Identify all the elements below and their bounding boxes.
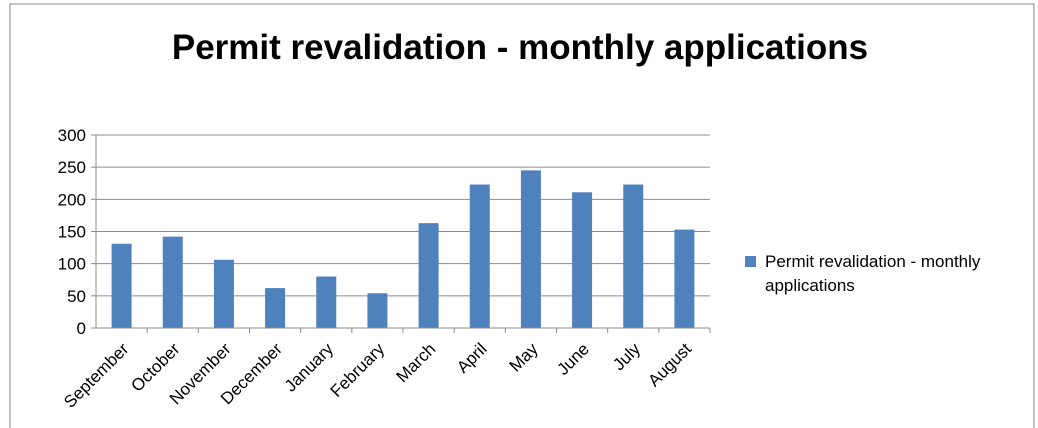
legend-swatch — [745, 256, 756, 267]
bar — [265, 288, 286, 328]
x-tick-label: March — [393, 339, 440, 386]
chart-border — [9, 3, 1035, 428]
x-tick-label: September — [60, 339, 132, 411]
x-tick-label: July — [609, 339, 644, 374]
bar — [674, 229, 695, 328]
x-tick-label: June — [553, 339, 593, 379]
bar — [520, 170, 541, 328]
y-tick-label: 250 — [58, 158, 86, 177]
bar — [572, 192, 593, 328]
bar — [111, 243, 132, 328]
bar — [623, 184, 644, 328]
x-tick-label: April — [453, 339, 490, 376]
y-tick-label: 150 — [58, 223, 86, 242]
bar — [213, 259, 234, 328]
x-tick-label: February — [327, 339, 389, 401]
y-tick-label: 100 — [58, 255, 86, 274]
legend-label: Permit revalidation - monthly applicatio… — [765, 252, 981, 295]
chart-title: Permit revalidation - monthly applicatio… — [171, 28, 869, 67]
y-tick-label: 50 — [67, 287, 86, 306]
y-tick-label: 300 — [58, 126, 86, 145]
y-tick-label: 0 — [77, 319, 86, 338]
x-tick-label: August — [644, 339, 695, 390]
bar — [316, 276, 337, 328]
x-tick-label: May — [506, 339, 542, 375]
bar — [418, 223, 439, 328]
y-tick-label: 200 — [58, 190, 86, 209]
bar — [162, 236, 183, 328]
bar — [367, 293, 388, 328]
bar — [469, 184, 490, 328]
